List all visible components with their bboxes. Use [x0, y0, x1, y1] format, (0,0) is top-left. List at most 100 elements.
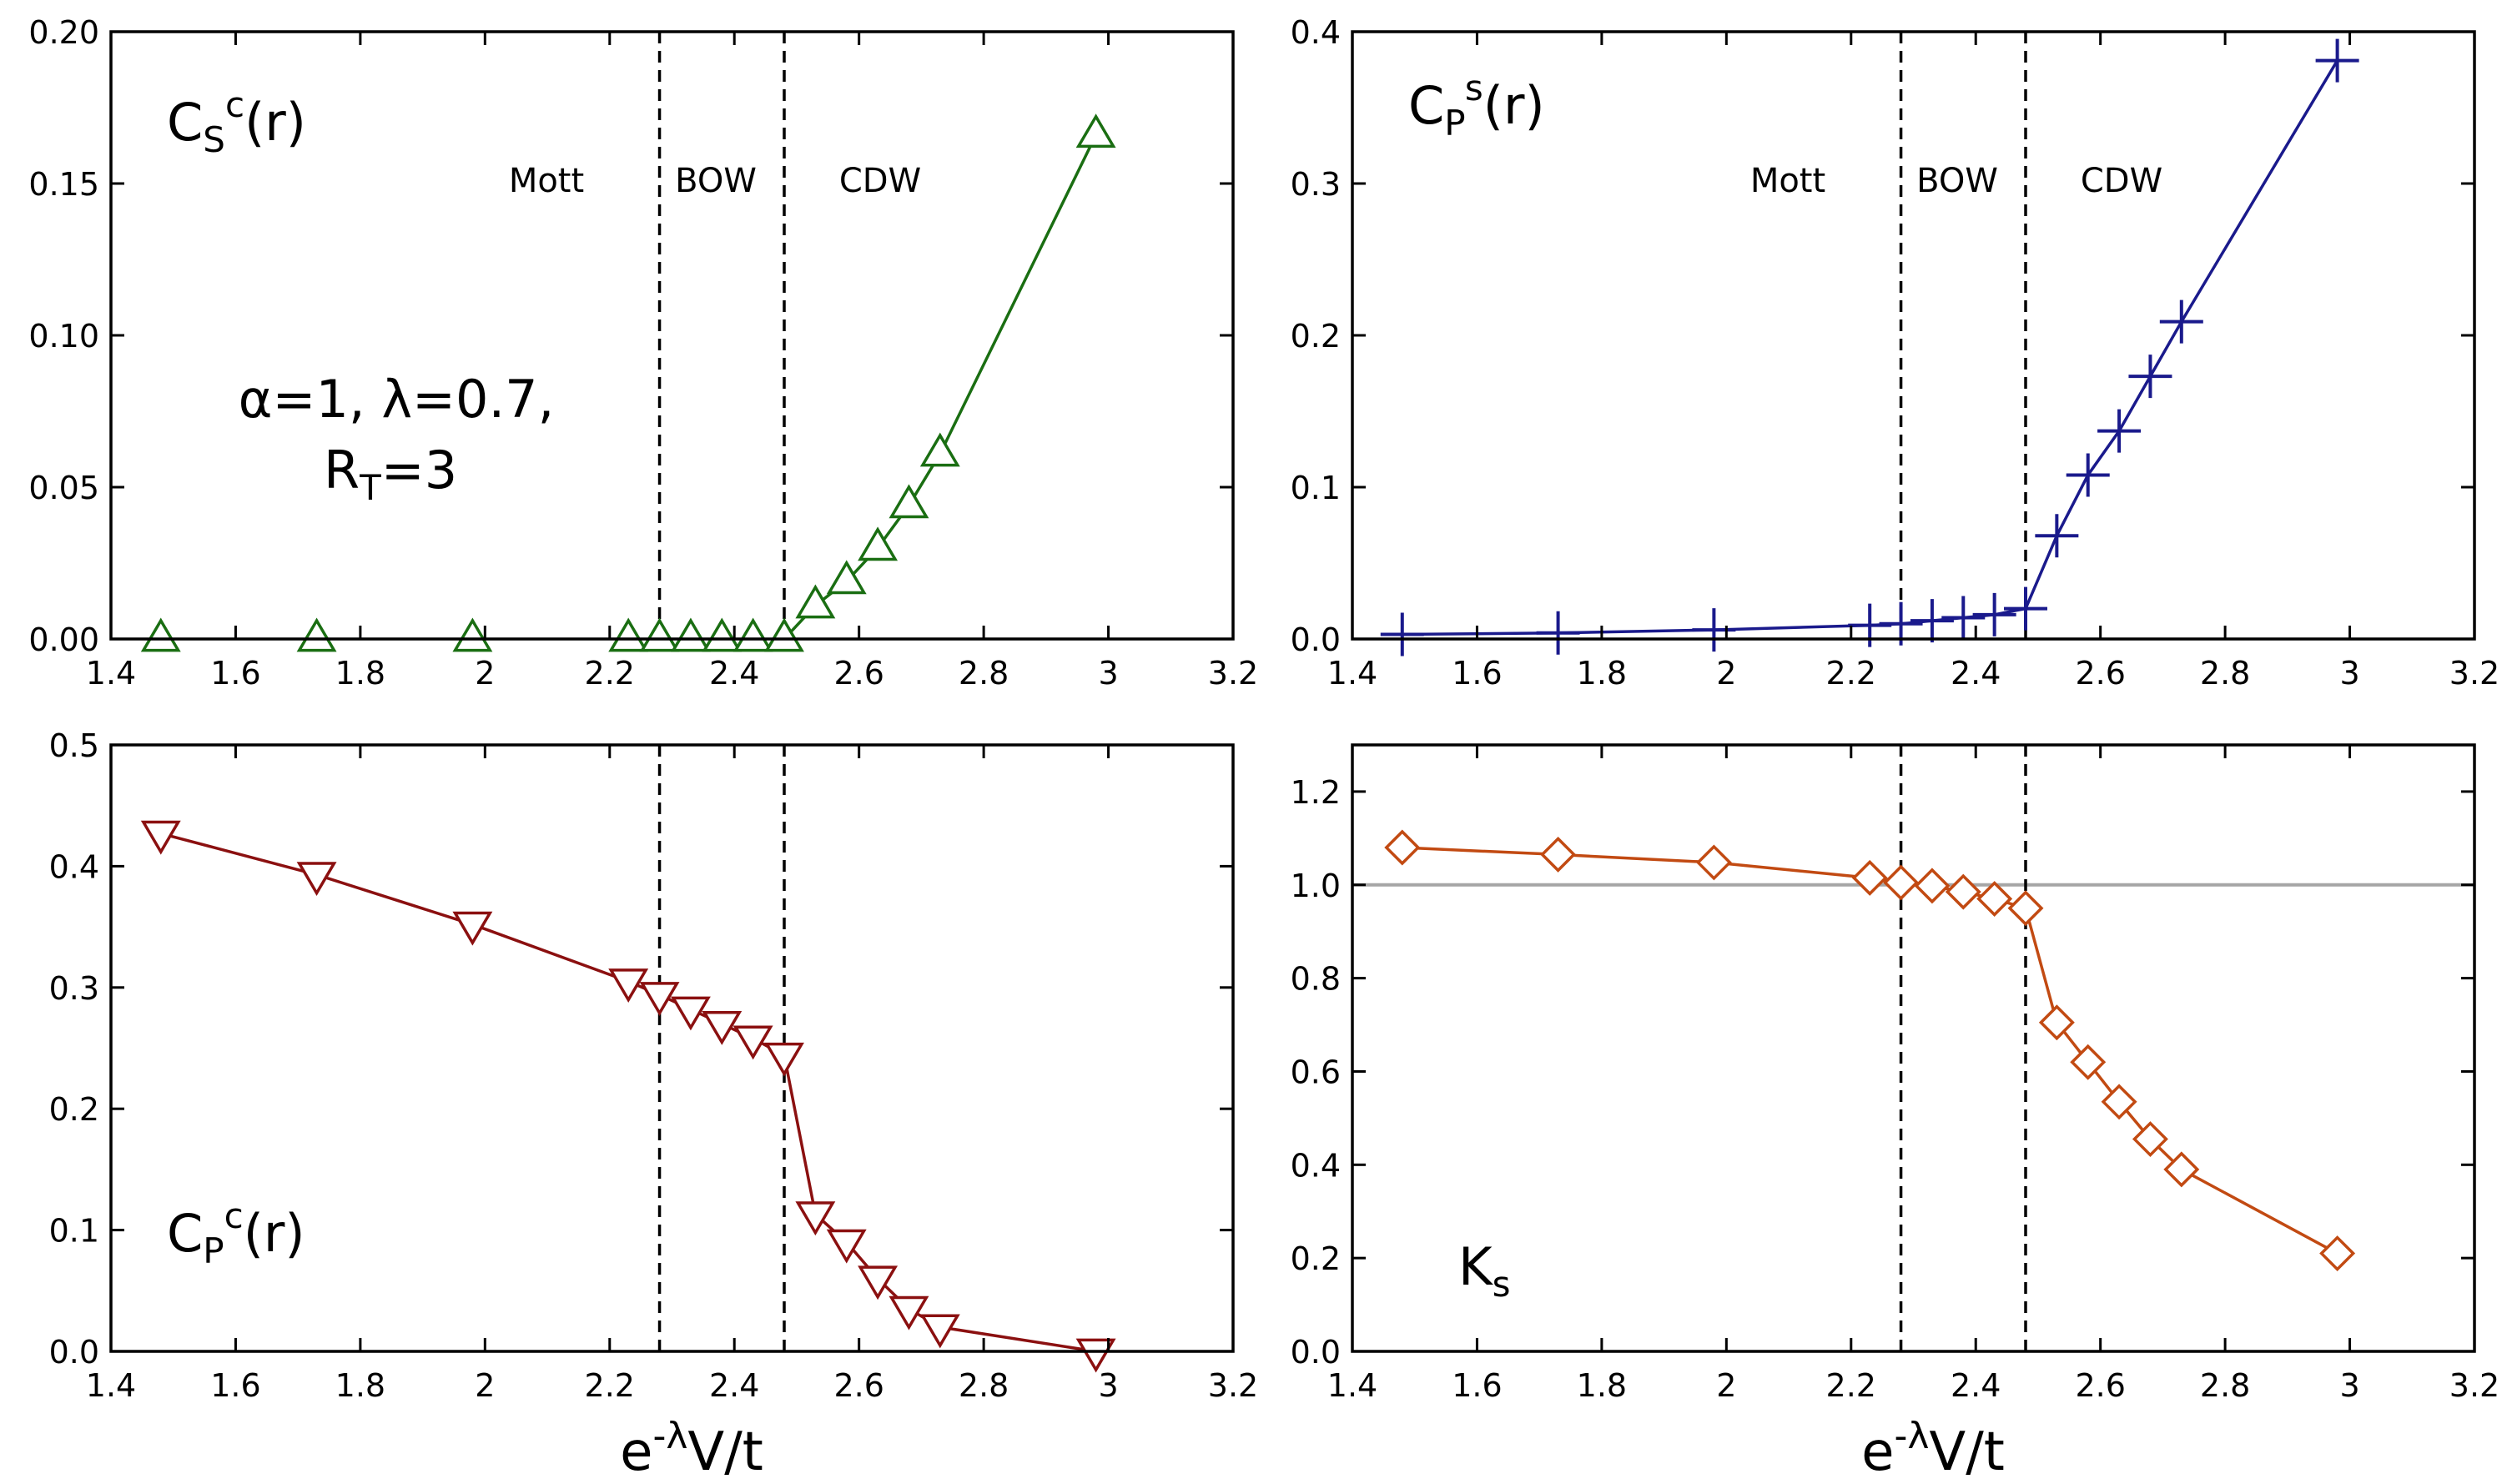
- data-point: [858, 526, 899, 561]
- phase-label-mott: Mott: [509, 162, 584, 200]
- data-point: [670, 617, 711, 652]
- data-point: [764, 617, 804, 652]
- data-point: [2315, 38, 2359, 83]
- data-point: [795, 1201, 836, 1236]
- data-point: [1941, 596, 1986, 640]
- x-tick-label: 2.8: [2200, 655, 2250, 692]
- phase-label-bow: BOW: [1916, 162, 1998, 200]
- cpc-label: CPc(r): [167, 1195, 305, 1271]
- x-tick-label: 1.4: [1327, 1367, 1377, 1404]
- x-tick-label: 2.4: [709, 1367, 759, 1404]
- panel-cpc: CPc(r) 1.4 1.6 1.8 2 2.2 2.4 2.6 2.8 3 3.2 0.0 0.1 0…: [49, 727, 1259, 1404]
- x-tick-label: 2: [475, 1367, 495, 1404]
- phase-label-cdw: CDW: [839, 162, 921, 200]
- x-tick-label: 3.2: [1208, 1367, 1258, 1404]
- y-tick-label: 0.2: [1291, 1240, 1341, 1277]
- y-tick-label: 0.20: [28, 14, 99, 51]
- xlabel-right: e-λV/t: [1861, 1415, 2005, 1483]
- data-point: [889, 1295, 929, 1331]
- data-point: [919, 432, 960, 467]
- data-point: [140, 617, 181, 652]
- y-tick-label: 0.10: [28, 318, 99, 355]
- params-line-1: α=1, λ=0.7,: [239, 369, 555, 430]
- cs-label: CSc(r): [167, 84, 306, 160]
- x-tick-label: 2.6: [2075, 1367, 2125, 1404]
- x-tick-label: 1.8: [1577, 1367, 1627, 1404]
- x-tick-label: 2.2: [1826, 655, 1876, 692]
- x-tick-label: 1.4: [86, 1367, 136, 1404]
- data-point: [1536, 611, 1580, 655]
- x-tick-label: 2.6: [2075, 655, 2125, 692]
- y-tick-label: 0.4: [1291, 1147, 1341, 1184]
- data-point: [608, 617, 649, 652]
- x-tick-label: 1.4: [1327, 655, 1377, 692]
- y-tick-label: 0.6: [1291, 1054, 1341, 1090]
- data-point: [2007, 890, 2044, 927]
- x-tick-label: 2.4: [1951, 655, 2001, 692]
- data-point: [702, 617, 743, 652]
- data-point: [1976, 881, 2013, 918]
- data-point: [2128, 355, 2172, 399]
- data-point: [858, 1265, 899, 1300]
- data-point: [795, 584, 836, 619]
- x-tick-label: 2.4: [709, 655, 759, 692]
- y-tick-label: 0.3: [1291, 166, 1341, 203]
- y-tick-label: 0.15: [28, 166, 99, 203]
- y-tick-label: 0.2: [49, 1091, 99, 1128]
- data-point: [670, 996, 711, 1031]
- data-point: [639, 982, 680, 1016]
- y-tick-label: 0.05: [28, 470, 99, 506]
- y-tick-label: 1.2: [1291, 774, 1341, 811]
- data-point: [1851, 859, 1888, 896]
- x-tick-label: 1.4: [86, 655, 136, 692]
- x-tick-label: 2.8: [959, 655, 1009, 692]
- data-point: [1914, 868, 1951, 904]
- x-tick-label: 2: [475, 655, 495, 692]
- y-tick-label: 1.0: [1291, 868, 1341, 904]
- xlabel-left: e-λV/t: [620, 1415, 763, 1483]
- data-point: [2038, 1004, 2075, 1041]
- data-point: [2101, 1084, 2137, 1120]
- y-tick-label: 0.00: [28, 621, 99, 658]
- x-tick-label: 3.2: [2449, 655, 2499, 692]
- x-tick-label: 1.6: [1452, 1367, 1502, 1404]
- data-point: [296, 862, 337, 897]
- data-point: [1692, 608, 1736, 652]
- x-tick-label: 3: [1098, 655, 1118, 692]
- x-tick-label: 3: [2339, 1367, 2359, 1404]
- data-point: [889, 484, 929, 519]
- data-point: [732, 1025, 773, 1060]
- data-point: [1075, 1338, 1116, 1373]
- data-point: [1540, 836, 1577, 873]
- phase-label-bow: BOW: [675, 162, 757, 200]
- x-tick-label: 2: [1716, 1367, 1736, 1404]
- data-point: [140, 820, 181, 855]
- data-point: [1695, 844, 1732, 881]
- data-point: [2163, 1151, 2200, 1188]
- x-tick-label: 1.8: [335, 655, 385, 692]
- x-tick-label: 2.6: [833, 655, 884, 692]
- phase-label-mott: Mott: [1750, 162, 1825, 200]
- y-tick-label: 0.1: [49, 1213, 99, 1250]
- data-point: [2319, 1235, 2356, 1272]
- data-point: [1910, 599, 1954, 643]
- data-point: [1972, 592, 2016, 636]
- data-point: [1384, 829, 1421, 866]
- y-tick-label: 0.5: [49, 727, 99, 764]
- data-point: [2066, 453, 2110, 497]
- cps-label: CPs(r): [1408, 68, 1545, 143]
- y-tick-label: 0.4: [49, 848, 99, 885]
- data-point: [764, 1042, 804, 1077]
- data-point: [919, 1314, 960, 1349]
- data-point: [2132, 1121, 2168, 1158]
- x-tick-label: 2.8: [959, 1367, 1009, 1404]
- x-tick-label: 1.8: [1577, 655, 1627, 692]
- plot-frame: [109, 743, 1235, 1353]
- params-line-2: RT=3: [324, 440, 457, 508]
- series-line: [1402, 59, 2339, 636]
- y-tick-label: 0.2: [1291, 318, 1341, 355]
- data-point: [2159, 299, 2203, 344]
- x-tick-label: 2.2: [585, 655, 635, 692]
- x-tick-label: 1.6: [1452, 655, 1502, 692]
